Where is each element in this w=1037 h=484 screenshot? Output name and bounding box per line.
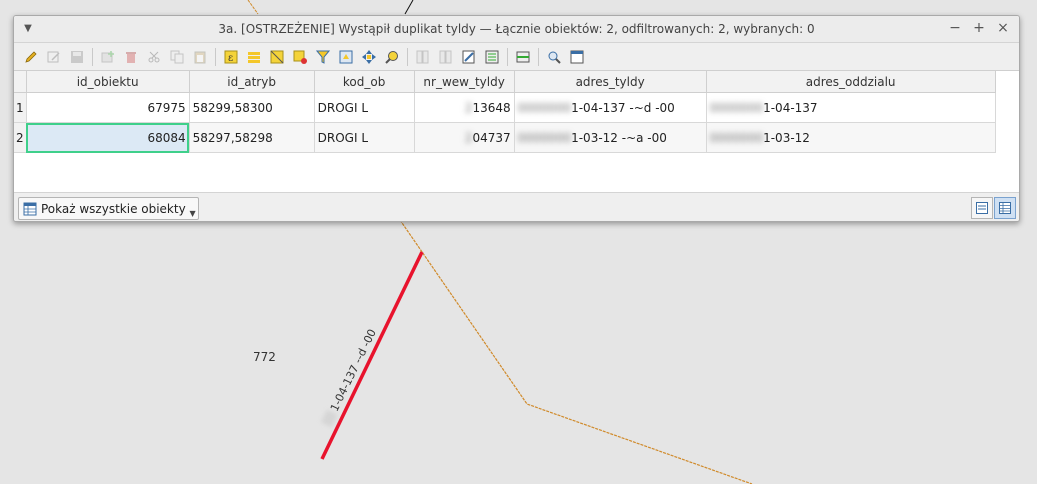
field-calculator-icon[interactable] [481, 46, 503, 68]
cell-nr-wew-tyldy[interactable]: 213648 [414, 92, 515, 123]
parcel-label: 1-04-137 --d -00 [328, 327, 379, 413]
cell-id-obiektu[interactable]: 68084 [26, 122, 190, 153]
parcel-line[interactable] [320, 251, 424, 460]
delete-icon[interactable] [120, 46, 142, 68]
table-view-button[interactable] [994, 197, 1016, 219]
cell-text: 1-03-12 -~a -00 [571, 130, 667, 145]
table-row[interactable]: 1 67975 58299,58300 DROGI L 213648 00000… [14, 92, 996, 123]
actions-icon[interactable] [512, 46, 534, 68]
pan-to-selected-icon[interactable] [358, 46, 380, 68]
cell-id-atryb[interactable]: 58297,58298 [189, 122, 315, 153]
attribute-table-window: ▼ 3a. [OSTRZEŻENIE] Wystąpił duplikat ty… [13, 15, 1020, 222]
maximize-button[interactable]: + [973, 20, 985, 36]
select-all-icon[interactable] [243, 46, 265, 68]
conditional-format-icon[interactable] [458, 46, 480, 68]
dock-icon[interactable] [543, 46, 565, 68]
cell-nr-wew-tyldy[interactable]: 204737 [414, 122, 515, 153]
cell-kod-ob[interactable]: DROGI L [314, 122, 415, 153]
table-view-icon [999, 202, 1011, 214]
deselect-icon[interactable] [289, 46, 311, 68]
redacted-text: 2 [464, 100, 473, 115]
column-header[interactable]: id_obiektu [26, 71, 190, 93]
move-to-top-icon[interactable] [335, 46, 357, 68]
cell-adres-tyldy[interactable]: 00000001-03-12 -~a -00 [514, 122, 707, 153]
cell-id-atryb[interactable]: 58299,58300 [189, 92, 315, 123]
corner-header[interactable] [14, 71, 27, 93]
toolbar-separator [407, 47, 408, 66]
map-boundary-top [247, 0, 259, 15]
table-icon [23, 202, 37, 215]
redacted-text: 0000000 [517, 100, 572, 115]
cell-text: 13648 [472, 100, 511, 115]
row-number[interactable]: 1 [14, 92, 27, 123]
map-black-line [404, 0, 414, 15]
cell-adres-oddzialu[interactable]: 00000001-03-12 [706, 122, 996, 153]
form-view-icon [976, 202, 988, 214]
column-header[interactable]: kod_ob [314, 71, 415, 93]
chevron-down-icon: ▼ [189, 209, 196, 218]
close-button[interactable]: × [997, 20, 1009, 36]
redacted-text: 2 [464, 130, 473, 145]
column-header[interactable]: id_atryb [189, 71, 315, 93]
save-icon[interactable] [66, 46, 88, 68]
form-icon[interactable] [566, 46, 588, 68]
cut-icon[interactable] [143, 46, 165, 68]
toolbar-separator [538, 47, 539, 66]
title-bar[interactable]: ▼ 3a. [OSTRZEŻENIE] Wystąpił duplikat ty… [14, 16, 1019, 43]
polygon-label: 772 [253, 350, 276, 364]
toolbar: ε [14, 43, 1019, 70]
redacted-text: 0000000 [709, 130, 764, 145]
svg-text:ε: ε [228, 53, 233, 64]
filter-label: Pokaż wszystkie obiekty [41, 201, 186, 216]
copy-icon[interactable] [166, 46, 188, 68]
attribute-table[interactable]: id_obiektu id_atryb kod_ob nr_wew_tyldy … [14, 70, 1019, 192]
paste-icon[interactable] [189, 46, 211, 68]
toolbar-separator [92, 47, 93, 66]
table-row[interactable]: 2 68084 58297,58298 DROGI L 204737 00000… [14, 122, 996, 153]
redacted-text: 0000000 [517, 130, 572, 145]
add-feature-icon[interactable] [97, 46, 119, 68]
expression-select-icon[interactable]: ε [220, 46, 242, 68]
minimize-button[interactable]: − [949, 20, 961, 36]
filter-dropdown-button[interactable]: Pokaż wszystkie obiekty ▼ [18, 197, 199, 220]
zoom-to-selected-icon[interactable] [381, 46, 403, 68]
bottom-bar: Pokaż wszystkie obiekty ▼ [14, 192, 1019, 221]
cell-adres-oddzialu[interactable]: 00000001-04-137 [706, 92, 996, 123]
row-number[interactable]: 2 [14, 122, 27, 153]
cell-kod-ob[interactable]: DROGI L [314, 92, 415, 123]
column-header[interactable]: nr_wew_tyldy [414, 71, 515, 93]
cell-text: 1-03-12 [763, 130, 810, 145]
table-header-row: id_obiektu id_atryb kod_ob nr_wew_tyldy … [14, 71, 996, 93]
filter-icon[interactable] [312, 46, 334, 68]
multi-edit-icon[interactable] [43, 46, 65, 68]
delete-field-icon[interactable] [435, 46, 457, 68]
invert-selection-icon[interactable] [266, 46, 288, 68]
new-field-icon[interactable] [412, 46, 434, 68]
cell-adres-tyldy[interactable]: 00000001-04-137 -~d -00 [514, 92, 707, 123]
cell-text: 04737 [472, 130, 511, 145]
cell-id-obiektu[interactable]: 67975 [26, 92, 190, 123]
cell-text: 1-04-137 [763, 100, 818, 115]
parcel-label-redaction [320, 409, 338, 428]
toolbar-separator [507, 47, 508, 66]
toolbar-separator [215, 47, 216, 66]
parcel-label-group: 1-04-137 --d -00 [320, 327, 379, 428]
cell-text: 1-04-137 -~d -00 [571, 100, 675, 115]
window-menu-button[interactable]: ▼ [24, 23, 32, 34]
redacted-text: 0000000 [709, 100, 764, 115]
pencil-icon[interactable] [20, 46, 42, 68]
column-header[interactable]: adres_tyldy [514, 71, 707, 93]
column-header[interactable]: adres_oddzialu [706, 71, 996, 93]
map-boundary-line [399, 219, 753, 484]
window-title: 3a. [OSTRZEŻENIE] Wystąpił duplikat tyld… [218, 22, 815, 36]
form-view-button[interactable] [971, 197, 993, 219]
